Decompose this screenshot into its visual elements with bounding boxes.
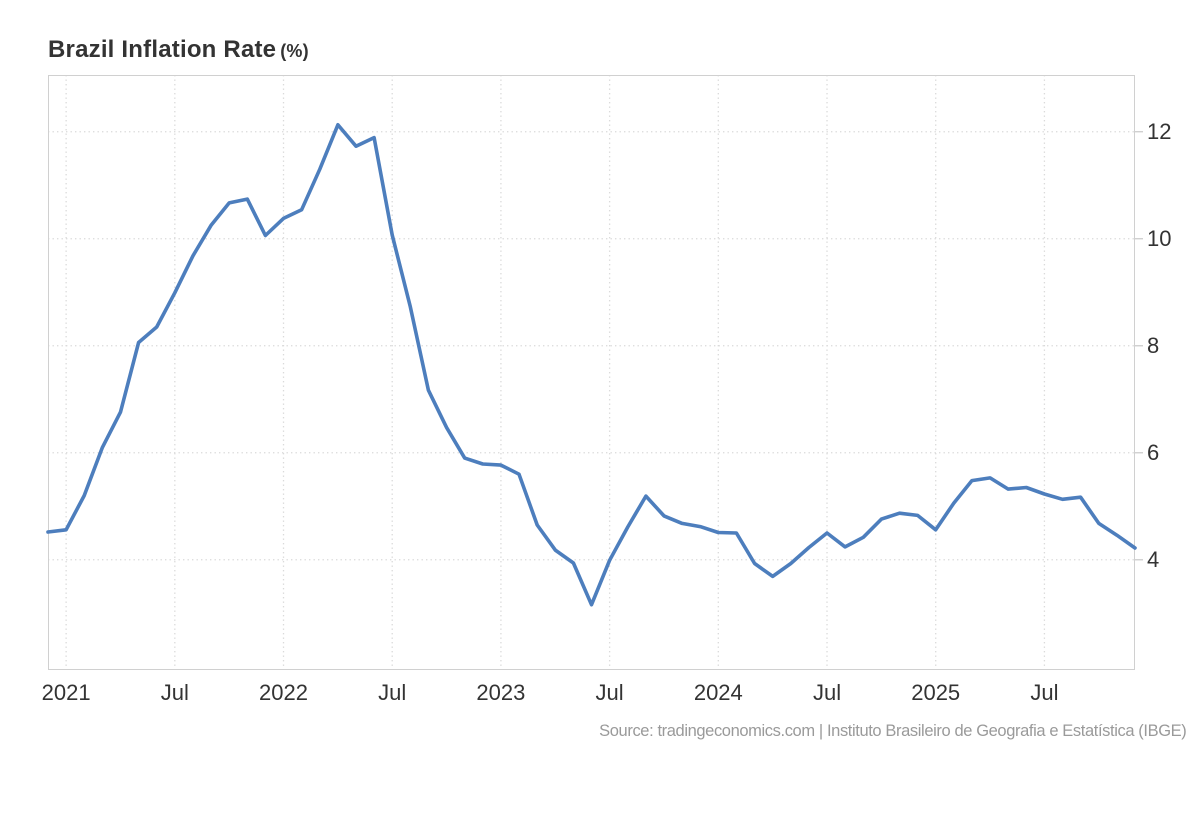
plot-canvas bbox=[46, 75, 1143, 670]
inflation-rate-line[interactable] bbox=[46, 122, 1137, 607]
y-tick-label: 12 bbox=[1147, 118, 1172, 144]
x-tick-label: 2023 bbox=[476, 680, 526, 705]
chart-title-text: Brazil Inflation Rate bbox=[48, 36, 277, 63]
x-tick-label: Jul bbox=[1030, 680, 1059, 705]
x-tick-label: Jul bbox=[595, 680, 624, 705]
y-tick-label: 6 bbox=[1147, 439, 1160, 465]
x-tick-label: 2021 bbox=[41, 680, 91, 705]
x-tick-label: Jul bbox=[160, 680, 189, 705]
x-tick-label: 2024 bbox=[693, 680, 743, 705]
x-tick-label: Jul bbox=[812, 680, 842, 705]
y-tick-label: 10 bbox=[1147, 225, 1172, 251]
x-tick-label: 2022 bbox=[259, 680, 308, 705]
plot-border bbox=[48, 75, 1135, 670]
chart-title-unit: (%) bbox=[280, 41, 309, 61]
y-tick-label: 4 bbox=[1147, 546, 1160, 572]
source-attribution: Source: tradingeconomics.com | Instituto… bbox=[598, 721, 1187, 740]
chart-title: Brazil Inflation Rate (%) bbox=[48, 36, 309, 64]
y-tick-label: 8 bbox=[1147, 332, 1160, 358]
x-tick-label: Jul bbox=[378, 680, 407, 705]
line-chart[interactable] bbox=[46, 75, 1143, 670]
x-tick-label: 2025 bbox=[911, 680, 961, 705]
